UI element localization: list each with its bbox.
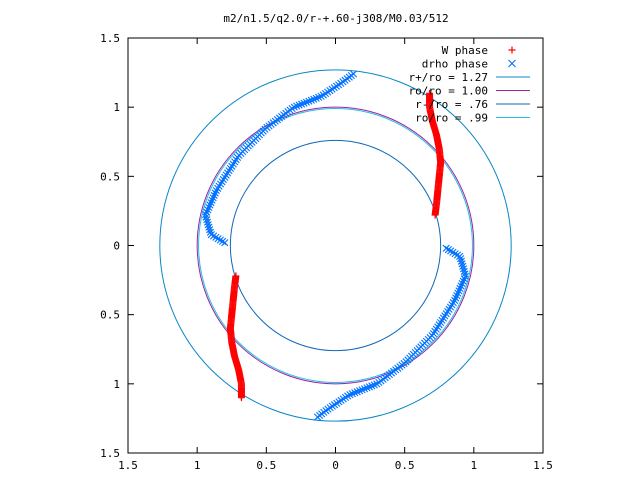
drho-phase-point [206,226,214,234]
circle-0.99 [198,108,473,383]
drho-phase-point [206,201,214,209]
y-tick-label: 0.5 [100,309,120,322]
drho-phase-point [459,277,467,285]
drho-phase-point [208,196,216,204]
x-tick-label: 0.5 [395,459,415,472]
drho-phase-point [317,92,325,100]
drho-phase-point [458,279,466,288]
drho-phase-point [458,260,466,268]
drho-phase-point [300,99,308,107]
drho-phase-point [356,387,364,395]
drho-phase-point [459,265,468,273]
drho-phase-point [293,102,301,110]
drho-phase-point [204,206,212,214]
drho-phase-point [452,294,460,302]
drho-phase-point [312,94,320,102]
drho-phase-point [297,100,306,108]
drho-phase-point [315,93,323,101]
phase-markers [202,70,469,421]
drho-phase-point [351,389,359,397]
x-tick-label: 0 [332,459,339,472]
drho-phase-point [211,189,219,197]
circle-1 [196,106,475,385]
drho-phase-point [360,385,369,393]
drho-phase-point [346,391,354,399]
y-tick-label: 0.5 [100,170,120,183]
drho-phase-point [305,97,313,105]
y-tick-label: 0 [113,240,120,253]
drho-phase-point [212,187,220,195]
drho-phase-point [457,257,465,265]
x-tick-label: 0.5 [256,459,276,472]
drho-phase-point [203,218,212,226]
drho-phase-point [295,101,303,109]
legend-label: r-/ro = .76 [415,98,488,111]
drho-phase-point [457,282,465,290]
axis-ticks: 1.5 1 0.5 0 0.5 1 1.51.510.500.511.5 [100,32,553,472]
drho-phase-point [442,244,450,252]
drho-phase-point [348,390,356,398]
drho-phase-point [302,98,311,106]
circle-1.27 [159,69,512,422]
drho-phase-point [221,239,229,247]
circle-0.76 [229,139,442,352]
drho-phase-point [455,287,463,295]
drho-phase-point [205,203,213,212]
drho-phase-point [365,383,374,391]
legend-symbol [508,46,516,54]
drho-phase-point [451,296,459,304]
legend-label: W phase [442,44,488,57]
drho-phase-point [203,216,211,224]
legend-symbol [508,59,516,68]
y-tick-label: 1 [113,101,120,114]
w-phase-point [232,272,240,280]
legend-label: ro/ro = 1.00 [409,85,488,98]
drho-phase-point [353,388,361,396]
x-tick-label: 1 [194,459,201,472]
drho-phase-point [370,381,378,389]
drho-phase-point [210,191,218,200]
drho-phase-point [204,221,212,229]
drho-phase-point [453,291,461,300]
drho-phase-point [207,199,215,207]
drho-phase-point [307,96,315,104]
drho-phase-point [368,382,376,390]
radius-circles [159,69,512,422]
drho-phase-point [459,262,467,270]
drho-phase-point [456,284,464,292]
y-tick-label: 1.5 [100,447,120,460]
legend-label: drho phase [422,58,488,71]
drho-phase-point [310,95,318,103]
drho-phase-point [202,213,210,221]
drho-phase-point [358,386,366,394]
y-tick-label: 1.5 [100,32,120,45]
legend-label: ro/ro = .99 [415,112,488,125]
drho-phase-point [460,267,468,275]
legend-label: r+/ro = 1.27 [409,71,488,84]
drho-phase-point [205,223,213,231]
x-tick-label: 1.5 [118,459,138,472]
drho-phase-point [209,194,217,202]
drho-phase-point [461,270,469,278]
drho-phase-point [363,384,371,392]
y-tick-label: 1 [113,378,120,391]
x-tick-label: 1.5 [533,459,553,472]
drho-phase-point [454,289,462,297]
w-phase-point [431,211,439,219]
x-tick-label: 1 [471,459,478,472]
chart-title: m2/n1.5/q2.0/r-+.60-j308/M0.03/512 [223,12,448,25]
